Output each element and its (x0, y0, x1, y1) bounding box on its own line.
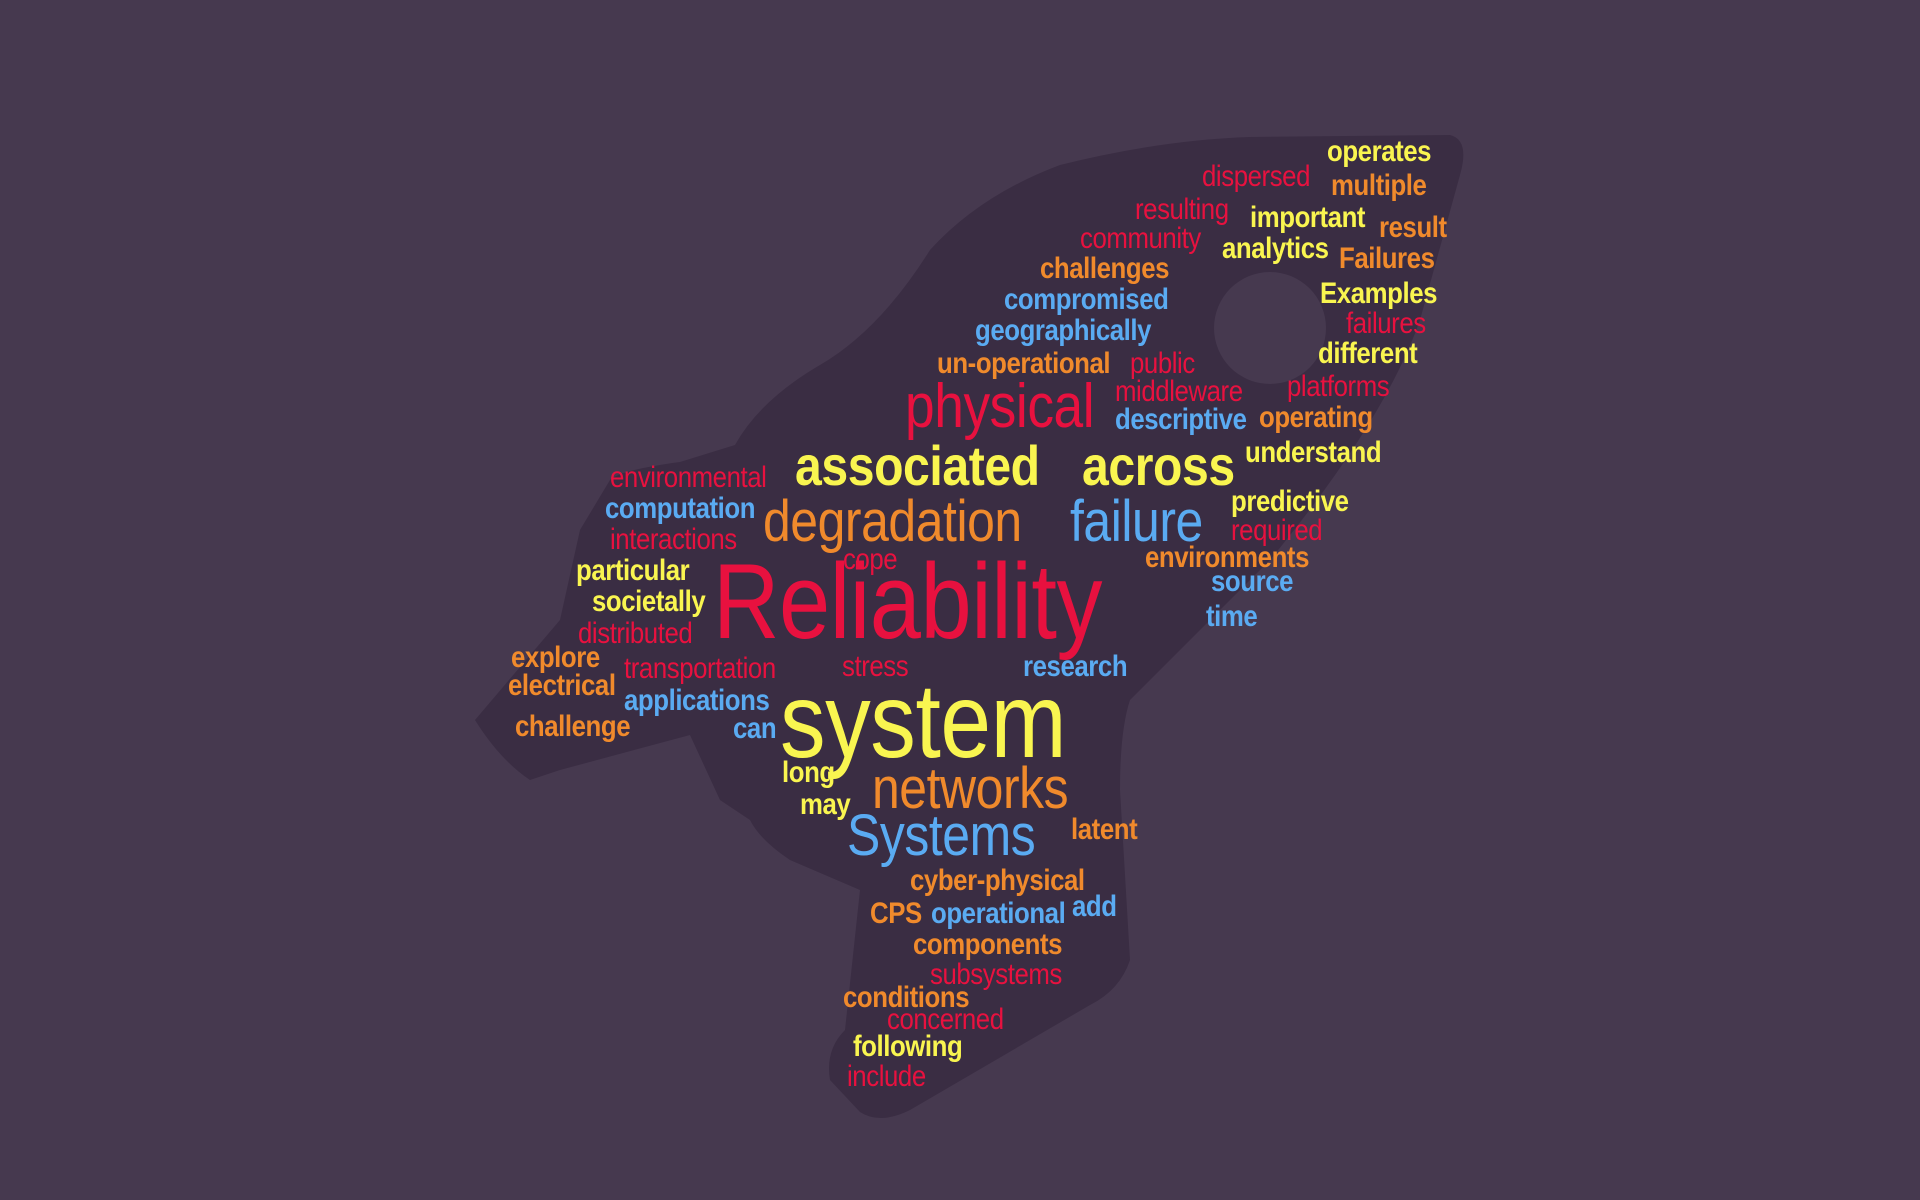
cloud-word: operational (931, 897, 1066, 930)
cloud-word: required (1231, 514, 1323, 547)
cloud-word: CPS (870, 897, 922, 930)
cloud-word: research (1023, 650, 1128, 683)
cloud-word: degradation (763, 489, 1022, 554)
cloud-word: distributed (578, 617, 693, 650)
cloud-word: Failures (1339, 242, 1435, 275)
cloud-word: cyber-physical (910, 864, 1085, 897)
cloud-word: associated (795, 434, 1040, 497)
cloud-word: can (733, 712, 777, 745)
cloud-word: resulting (1135, 193, 1229, 226)
cloud-word: Reliability (713, 541, 1103, 661)
cloud-word: Examples (1320, 277, 1438, 310)
cloud-word: may (800, 788, 851, 821)
cloud-word: across (1082, 434, 1235, 497)
cloud-word: networks (872, 756, 1069, 821)
cloud-word: computation (605, 492, 756, 525)
cloud-word: failure (1070, 489, 1203, 554)
cloud-word: subsystems (930, 958, 1062, 991)
cloud-word: environments (1145, 541, 1310, 574)
cloud-word: operates (1327, 135, 1432, 168)
cloud-word: un-operational (937, 347, 1111, 380)
cloud-word: components (913, 928, 1063, 961)
cloud-word: particular (576, 554, 690, 587)
cloud-word: cope (843, 543, 898, 576)
rocket-porthole (1214, 272, 1326, 384)
cloud-word: community (1080, 222, 1201, 255)
cloud-word: understand (1245, 436, 1382, 469)
cloud-word: result (1379, 211, 1447, 244)
cloud-word: add (1072, 890, 1117, 923)
cloud-word: analytics (1222, 232, 1329, 265)
cloud-word: societally (592, 585, 706, 618)
cloud-word: public (1130, 347, 1195, 380)
cloud-word: operating (1259, 401, 1373, 434)
cloud-word: time (1206, 600, 1258, 633)
cloud-word: electrical (508, 669, 616, 702)
cloud-word: important (1250, 201, 1366, 234)
cloud-word: stress (842, 650, 909, 683)
cloud-word: following (853, 1030, 963, 1063)
cloud-word: transportation (624, 652, 776, 685)
cloud-word: long (782, 756, 835, 789)
cloud-word: include (847, 1060, 926, 1093)
cloud-word: explore (511, 641, 600, 674)
cloud-word: challenges (1040, 252, 1170, 285)
cloud-word: platforms (1287, 370, 1390, 403)
cloud-word: concerned (887, 1003, 1004, 1036)
cloud-word: conditions (843, 981, 970, 1014)
cloud-word: latent (1071, 813, 1138, 846)
cloud-word: geographically (975, 314, 1152, 347)
cloud-word: system (780, 662, 1067, 780)
cloud-word: challenge (515, 710, 631, 743)
cloud-word: environmental (610, 461, 767, 494)
cloud-word: applications (624, 684, 770, 717)
cloud-word: Systems (847, 803, 1036, 868)
cloud-word: middleware (1115, 375, 1243, 408)
cloud-word: interactions (610, 523, 737, 556)
rocket-silhouette (475, 135, 1464, 1119)
cloud-word: physical (905, 372, 1095, 441)
cloud-word: failures (1346, 307, 1426, 340)
cloud-word: descriptive (1115, 403, 1247, 436)
cloud-word: predictive (1231, 485, 1349, 518)
cloud-word: different (1318, 337, 1418, 370)
cloud-word: multiple (1331, 169, 1427, 202)
cloud-word: source (1211, 565, 1294, 598)
cloud-word: dispersed (1202, 160, 1310, 193)
cloud-word: compromised (1004, 283, 1169, 316)
